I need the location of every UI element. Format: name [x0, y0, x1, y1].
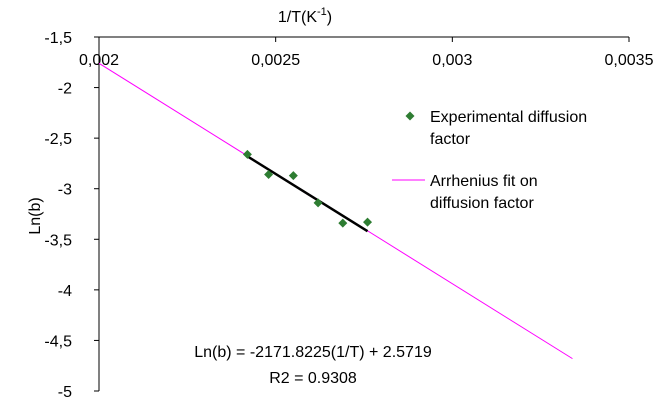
x-tick-label: 0,002 — [79, 52, 119, 69]
y-tick-label: -2,5 — [44, 131, 72, 148]
data-point — [313, 198, 323, 208]
y-tick-label: -4 — [58, 283, 72, 300]
y-tick-label: -1,5 — [44, 30, 72, 47]
y-tick-label: -3 — [58, 182, 72, 199]
legend-label-line: Experimental diffusion — [430, 109, 587, 126]
legend: Experimental diffusion factor Arrhenius f… — [392, 109, 587, 212]
x-axis-title-main: 1/T(K — [278, 9, 317, 26]
legend-label-line: factor — [430, 131, 471, 148]
y-tick-label: -3,5 — [44, 232, 72, 249]
y-tick-label: -5 — [58, 384, 72, 401]
series-layer — [98, 62, 573, 360]
x-tick-label: 0,0035 — [605, 52, 654, 69]
data-point — [242, 149, 252, 159]
legend-marker-diamond — [405, 111, 415, 121]
y-tick-label: -2 — [58, 81, 72, 98]
y-axis-ticks: -1,5 -2 -2,5 -3 -3,5 -4 -4,5 -5 — [44, 30, 99, 401]
data-point — [338, 218, 348, 228]
linear-trendline — [246, 155, 369, 233]
data-point — [363, 217, 373, 227]
legend-item-fit: Arrhenius fit on diffusion factor — [392, 173, 538, 212]
data-point — [264, 170, 274, 180]
legend-label-line: Arrhenius fit on — [430, 173, 538, 190]
y-axis-title: Ln(b) — [27, 197, 44, 234]
fit-r-squared: R2 = 0.9308 — [269, 370, 357, 387]
fit-equation: Ln(b) = -2171.8225(1/T) + 2.5719 — [194, 344, 432, 361]
x-tick-label: 0,0025 — [251, 52, 300, 69]
x-axis-title-close: ) — [327, 9, 332, 26]
legend-label-line: diffusion factor — [430, 195, 534, 212]
legend-label-experimental: Experimental diffusion factor — [430, 109, 587, 148]
x-tick-label: 0,003 — [432, 52, 472, 69]
x-axis-ticks: 0,002 0,0025 0,003 0,0035 — [79, 37, 654, 69]
x-axis-title-superscript: -1 — [317, 6, 327, 18]
legend-item-experimental: Experimental diffusion factor — [405, 109, 587, 148]
legend-label-fit: Arrhenius fit on diffusion factor — [430, 173, 538, 212]
data-point — [288, 171, 298, 181]
x-axis-title: 1/T(K-1) — [278, 6, 332, 26]
y-tick-label: -4,5 — [44, 333, 72, 350]
